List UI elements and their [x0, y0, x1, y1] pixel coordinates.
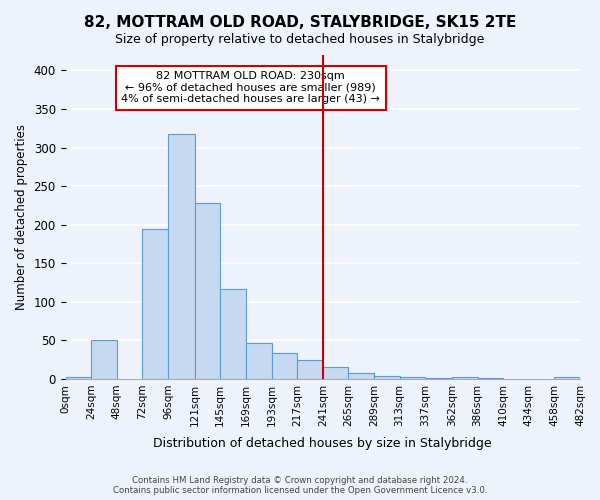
- Bar: [65, 378, 91, 379]
- Bar: [349, 372, 374, 379]
- Text: 82 MOTTRAM OLD ROAD: 230sqm
← 96% of detached houses are smaller (989)
4% of sem: 82 MOTTRAM OLD ROAD: 230sqm ← 96% of det…: [121, 71, 380, 104]
- Bar: [323, 368, 349, 379]
- Bar: [220, 290, 246, 379]
- Bar: [246, 344, 272, 379]
- Text: Contains HM Land Registry data © Crown copyright and database right 2024.
Contai: Contains HM Land Registry data © Crown c…: [113, 476, 487, 495]
- Bar: [478, 378, 503, 379]
- Text: Size of property relative to detached houses in Stalybridge: Size of property relative to detached ho…: [115, 32, 485, 46]
- Bar: [194, 203, 220, 379]
- Bar: [142, 230, 168, 379]
- Y-axis label: Number of detached properties: Number of detached properties: [15, 124, 28, 310]
- X-axis label: Distribution of detached houses by size in Stalybridge: Distribution of detached houses by size …: [154, 437, 492, 450]
- Bar: [425, 378, 452, 379]
- Bar: [297, 360, 323, 379]
- Bar: [400, 378, 425, 379]
- Bar: [374, 376, 400, 379]
- Bar: [554, 378, 580, 379]
- Bar: [452, 376, 478, 379]
- Text: 82, MOTTRAM OLD ROAD, STALYBRIDGE, SK15 2TE: 82, MOTTRAM OLD ROAD, STALYBRIDGE, SK15 …: [84, 15, 516, 30]
- Bar: [91, 340, 117, 379]
- Bar: [272, 352, 297, 379]
- Bar: [168, 134, 194, 379]
